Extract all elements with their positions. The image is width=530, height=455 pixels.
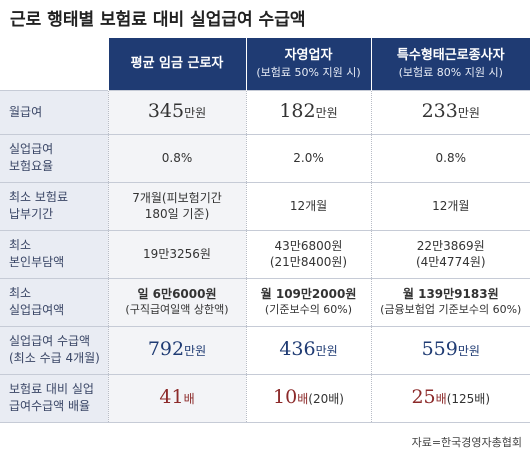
table-cell: 436만원 (245, 325, 371, 374)
table-cell: 22만3869원 (4만4774원) (370, 229, 530, 278)
table-cell: 43만6800원 (21만8400원) (245, 229, 371, 278)
table-cell: 월 139만9183원 (금융보험업 기준보수의 60%) (370, 277, 530, 326)
row-total-benefit: 실업급여 수급액 (최소 수급 4개월) 792만원 436만원 559만원 (0, 325, 530, 374)
row-label: 실업급여 보험요율 (0, 133, 108, 182)
row-benefit-rate: 실업급여 보험요율 0.8% 2.0% 0.8% (0, 133, 530, 182)
row-label: 실업급여 수급액 (최소 수급 4개월) (0, 325, 108, 374)
table-cell: 792만원 (107, 325, 246, 374)
source-credit: 자료=한국경영자총협회 (411, 436, 522, 449)
header-average-worker: 평균 임금 근로자 (108, 38, 247, 90)
header-corner (0, 38, 109, 90)
row-ratio: 보험료 대비 실업 급여수급액 배율 41배 10배(20배) 25배(125배) (0, 373, 530, 423)
row-label: 보험료 대비 실업 급여수급액 배율 (0, 373, 108, 423)
table-cell: 2.0% (245, 133, 371, 182)
table-cell: 일 6만6000원 (구직급여일액 상한액) (107, 277, 246, 326)
row-monthly-pay: 월급여 345만원 182만원 233만원 (0, 89, 530, 134)
table-cell: 0.8% (107, 133, 246, 182)
infographic-title: 근로 행태별 보험료 대비 실업급여 수급액 (10, 10, 306, 30)
table-cell: 12개월 (370, 181, 530, 230)
row-label: 월급여 (0, 89, 108, 134)
table-cell: 월 109만2000원 (기준보수의 60%) (245, 277, 371, 326)
row-label: 최소 본인부담액 (0, 229, 108, 278)
table-cell: 0.8% (370, 133, 530, 182)
table-cell: 25배(125배) (370, 373, 530, 423)
header-self-employed: 자영업자 (보험료 50% 지원 시) (246, 38, 372, 90)
table-cell: 10배(20배) (245, 373, 371, 423)
row-min-period: 최소 보험료 납부기간 7개월(피보험기간 180일 기준) 12개월 12개월 (0, 181, 530, 230)
table-cell: 7개월(피보험기간 180일 기준) (107, 181, 246, 230)
table-cell: 559만원 (370, 325, 530, 374)
row-label: 최소 보험료 납부기간 (0, 181, 108, 230)
table-cell: 41배 (107, 373, 246, 423)
table-cell: 233만원 (370, 89, 530, 134)
header-special-worker: 특수형태근로종사자 (보험료 80% 지원 시) (371, 38, 530, 90)
table-cell: 19만3256원 (107, 229, 246, 278)
header-row: 평균 임금 근로자 자영업자 (보험료 50% 지원 시) 특수형태근로종사자 … (0, 38, 530, 90)
row-label: 최소 실업급여액 (0, 277, 108, 326)
row-min-burden: 최소 본인부담액 19만3256원 43만6800원 (21만8400원) 22만3… (0, 229, 530, 278)
table-cell: 182만원 (245, 89, 371, 134)
row-min-benefit: 최소 실업급여액 일 6만6000원 (구직급여일액 상한액) 월 109만2000… (0, 277, 530, 326)
table-cell: 345만원 (107, 89, 246, 134)
comparison-table: 평균 임금 근로자 자영업자 (보험료 50% 지원 시) 특수형태근로종사자 … (0, 38, 530, 423)
table-cell: 12개월 (245, 181, 371, 230)
